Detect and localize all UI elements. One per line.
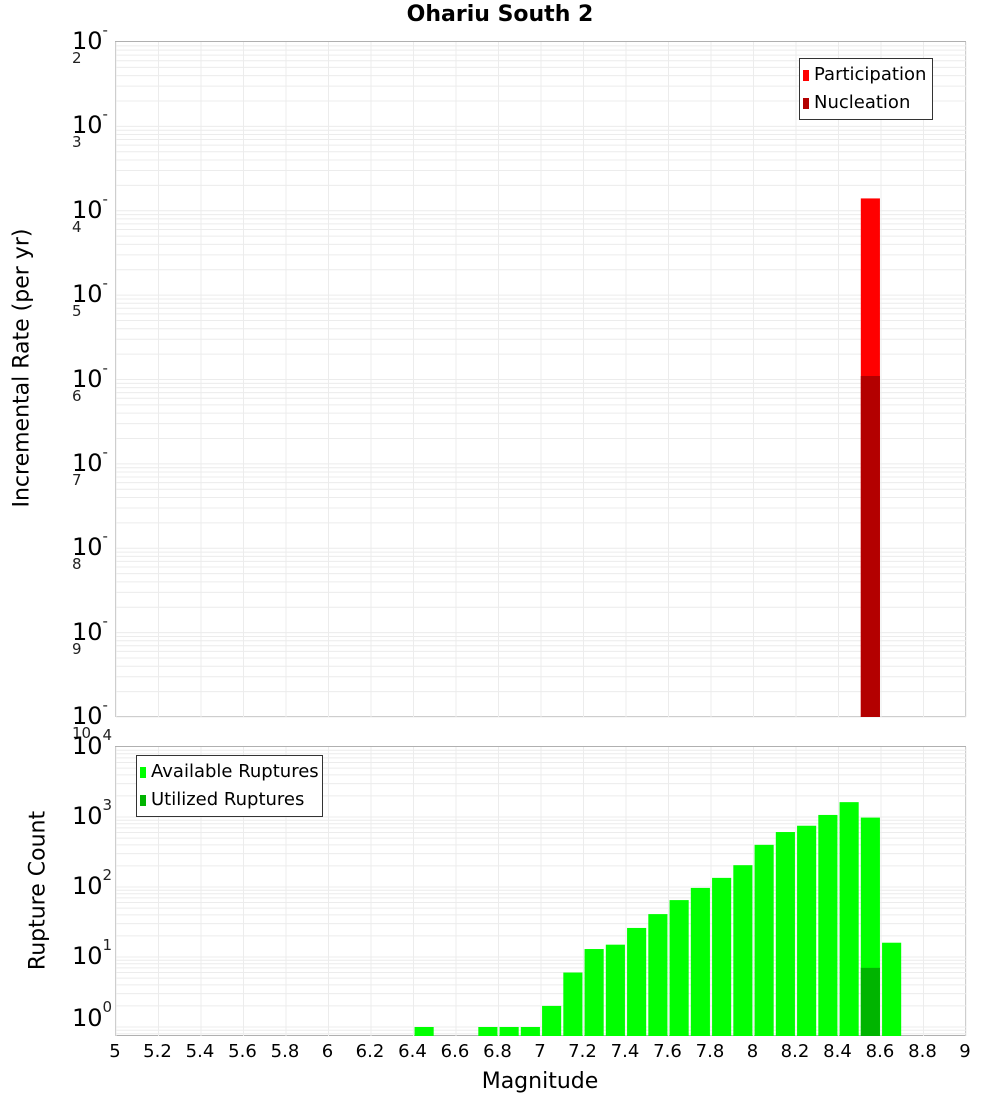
x-tick-label: 6 <box>308 1041 348 1062</box>
x-tick-label: 6.8 <box>478 1041 518 1062</box>
participation-swatch-icon <box>803 70 809 81</box>
x-tick-label: 7.8 <box>690 1041 730 1062</box>
bottom-y-tick-label: 101 <box>14 942 116 970</box>
x-tick-label: 7 <box>520 1041 560 1062</box>
x-tick-label: 5.4 <box>180 1041 220 1062</box>
legend-item-nucleation: Nucleation <box>803 89 926 117</box>
bar-available-ruptures <box>585 949 604 1036</box>
bar-available-ruptures <box>818 815 837 1036</box>
top-y-tick-label: 10-3 <box>14 111 116 167</box>
bar-available-ruptures <box>415 1027 434 1036</box>
top-y-tick-label: 10-6 <box>14 365 116 421</box>
nucleation-swatch-icon <box>803 98 809 109</box>
bar-available-ruptures <box>840 802 859 1036</box>
x-tick-label: 8.6 <box>860 1041 900 1062</box>
top-plot-area <box>115 41 966 717</box>
bar-available-ruptures <box>797 826 816 1036</box>
top-legend: Participation Nucleation <box>799 58 933 120</box>
bar-available-ruptures <box>733 865 752 1036</box>
bar-nucleation <box>861 376 880 717</box>
bar-available-ruptures <box>478 1027 497 1036</box>
bar-available-ruptures <box>712 878 731 1036</box>
top-y-tick-label: 10-4 <box>14 196 116 252</box>
bar-available-ruptures <box>755 845 774 1036</box>
x-tick-label: 6.6 <box>435 1041 475 1062</box>
x-tick-label: 9 <box>945 1041 985 1062</box>
x-tick-label: 8 <box>733 1041 773 1062</box>
bar-available-ruptures <box>521 1027 540 1036</box>
bar-available-ruptures <box>776 832 795 1036</box>
x-tick-label: 7.4 <box>605 1041 645 1062</box>
x-tick-label: 7.6 <box>648 1041 688 1062</box>
bottom-y-tick-label: 103 <box>14 802 116 830</box>
x-tick-label: 8.8 <box>903 1041 943 1062</box>
x-tick-label: 7.2 <box>563 1041 603 1062</box>
x-tick-label: 5.8 <box>265 1041 305 1062</box>
top-y-tick-label: 10-7 <box>14 449 116 505</box>
bar-available-ruptures <box>648 914 667 1036</box>
x-axis-label: Magnitude <box>440 1069 640 1094</box>
top-y-tick-label: 10-8 <box>14 533 116 589</box>
available-swatch-icon <box>140 767 146 778</box>
bar-utilized-ruptures <box>861 968 880 1036</box>
bottom-y-tick-label: 102 <box>14 872 116 900</box>
x-tick-label: 6.4 <box>393 1041 433 1062</box>
bar-available-ruptures <box>563 973 582 1036</box>
legend-item-utilized: Utilized Ruptures <box>140 786 319 814</box>
chart-title: Ohariu South 2 <box>0 2 1000 27</box>
x-tick-label: 6.2 <box>350 1041 390 1062</box>
x-tick-label: 8.2 <box>775 1041 815 1062</box>
bar-available-ruptures <box>542 1006 561 1036</box>
bottom-y-tick-label: 100 <box>14 1004 116 1032</box>
top-plot-svg <box>116 42 967 718</box>
bar-available-ruptures <box>500 1027 519 1036</box>
bar-available-ruptures <box>691 888 710 1036</box>
x-tick-label: 5.2 <box>138 1041 178 1062</box>
bar-available-ruptures <box>627 928 646 1036</box>
x-tick-label: 5 <box>95 1041 135 1062</box>
top-y-tick-label: 10-9 <box>14 618 116 674</box>
bottom-legend: Available Ruptures Utilized Ruptures <box>136 755 323 817</box>
bar-available-ruptures <box>606 945 625 1036</box>
top-y-tick-label: 10-5 <box>14 280 116 336</box>
bottom-y-tick-label: 104 <box>14 732 116 760</box>
bar-available-ruptures <box>882 943 901 1036</box>
top-y-tick-label: 10-2 <box>14 27 116 83</box>
utilized-swatch-icon <box>140 795 146 806</box>
x-tick-label: 8.4 <box>818 1041 858 1062</box>
legend-item-available: Available Ruptures <box>140 758 319 786</box>
bar-available-ruptures <box>670 900 689 1036</box>
x-tick-label: 5.6 <box>223 1041 263 1062</box>
legend-item-participation: Participation <box>803 61 926 89</box>
